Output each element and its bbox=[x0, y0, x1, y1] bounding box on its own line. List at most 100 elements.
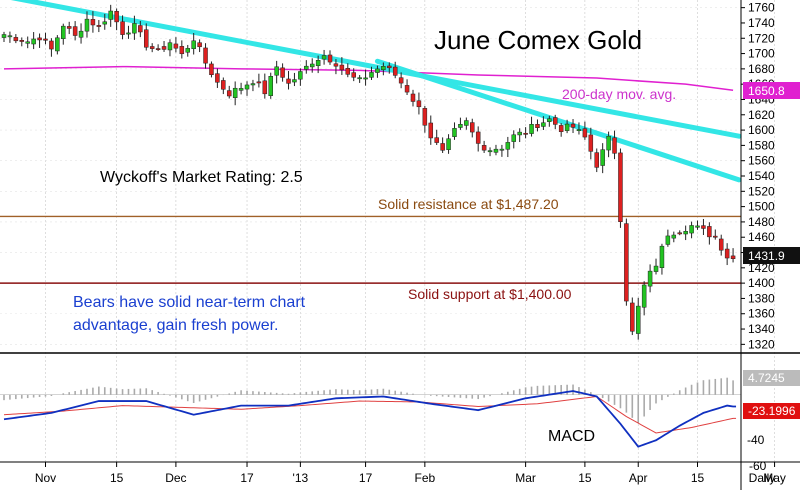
candle bbox=[588, 127, 594, 160]
y-tick-label: 1360 bbox=[748, 307, 775, 321]
macd-tick-minus-60: -60 bbox=[749, 459, 767, 473]
candle bbox=[452, 122, 457, 140]
candle bbox=[612, 130, 617, 160]
candle-body-up bbox=[55, 37, 60, 52]
candle bbox=[535, 119, 540, 132]
candle bbox=[594, 148, 599, 173]
candle-body-up bbox=[647, 270, 653, 287]
candle-body-up bbox=[108, 10, 113, 20]
candle-body-down bbox=[339, 64, 345, 71]
x-tick-label: Daily bbox=[749, 471, 776, 485]
y-tick-label: 1340 bbox=[748, 322, 775, 336]
x-tick-label: '13 bbox=[293, 471, 309, 485]
candle bbox=[238, 82, 244, 95]
candle bbox=[108, 4, 113, 27]
candle-body-down bbox=[90, 19, 96, 26]
candle bbox=[553, 114, 558, 130]
candle bbox=[1, 31, 7, 43]
candle bbox=[351, 68, 356, 82]
candle bbox=[31, 32, 36, 50]
price-panel bbox=[0, 0, 775, 462]
candle-body-down bbox=[197, 42, 202, 48]
candle-body-up bbox=[244, 84, 250, 90]
candle-body-down bbox=[120, 21, 125, 35]
candle bbox=[499, 144, 505, 157]
candle bbox=[493, 144, 499, 156]
candle bbox=[701, 218, 706, 236]
candle-body-up bbox=[191, 40, 196, 49]
candle-body-up bbox=[505, 142, 511, 150]
candle bbox=[209, 61, 214, 78]
candle bbox=[43, 32, 48, 45]
candle-body-down bbox=[49, 40, 54, 50]
candle bbox=[357, 75, 362, 83]
candle bbox=[173, 37, 179, 53]
candle bbox=[481, 140, 487, 153]
candle bbox=[446, 134, 451, 154]
candle bbox=[203, 43, 208, 69]
candle-body-up bbox=[375, 68, 380, 73]
candle bbox=[600, 143, 605, 174]
candle-body-down bbox=[618, 152, 623, 222]
candle-body-down bbox=[624, 223, 629, 302]
candle bbox=[440, 137, 445, 153]
candle bbox=[280, 63, 285, 82]
candle-body-up bbox=[369, 72, 374, 78]
candle-body-down bbox=[612, 137, 617, 154]
candle bbox=[179, 40, 185, 59]
x-tick-label: 15 bbox=[691, 471, 705, 485]
resistance-label: Solid resistance at $1,487.20 bbox=[378, 196, 559, 212]
candle-body-down bbox=[428, 122, 434, 139]
candle-body-up bbox=[547, 118, 552, 122]
x-tick-label: Nov bbox=[35, 471, 56, 485]
candle bbox=[132, 15, 137, 40]
price-value-badge: 1431.9 bbox=[743, 247, 800, 264]
ma-label: 200-day mov. avg. bbox=[562, 86, 676, 102]
candle bbox=[72, 21, 78, 41]
candle bbox=[185, 44, 190, 57]
candle bbox=[523, 127, 528, 139]
candle bbox=[730, 248, 736, 263]
candle bbox=[250, 79, 256, 92]
candle bbox=[404, 79, 410, 96]
y-tick-label: 1500 bbox=[748, 200, 775, 214]
candle bbox=[191, 33, 196, 55]
candle bbox=[25, 36, 30, 49]
y-tick-label: 1560 bbox=[748, 154, 775, 168]
candle-body-down bbox=[327, 54, 333, 63]
candle-body-up bbox=[493, 148, 499, 153]
macd-title: MACD bbox=[548, 428, 595, 445]
candle-body-up bbox=[683, 231, 688, 235]
candle-body-down bbox=[404, 85, 410, 93]
candle bbox=[641, 281, 647, 316]
support-label: Solid support at $1,400.00 bbox=[408, 286, 572, 302]
candles-layer bbox=[1, 4, 736, 340]
candle bbox=[262, 73, 268, 99]
candle bbox=[547, 115, 552, 127]
candle bbox=[304, 60, 309, 74]
candle bbox=[713, 229, 718, 240]
candle-body-up bbox=[541, 122, 546, 127]
macd-panel bbox=[0, 377, 741, 448]
candle bbox=[274, 60, 279, 84]
candle bbox=[333, 59, 339, 75]
candle bbox=[665, 229, 671, 247]
candle bbox=[659, 243, 665, 275]
candle bbox=[718, 234, 724, 256]
candle-body-down bbox=[392, 66, 398, 76]
candle bbox=[428, 115, 434, 145]
candle-body-down bbox=[481, 145, 487, 151]
candle bbox=[707, 222, 712, 245]
candle-body-down bbox=[677, 232, 682, 235]
candle bbox=[268, 72, 273, 99]
candle-body-down bbox=[707, 226, 712, 238]
candle bbox=[315, 55, 321, 74]
candle-body-down bbox=[286, 78, 291, 84]
candle bbox=[387, 62, 392, 74]
candle bbox=[363, 69, 368, 86]
candle-body-up bbox=[641, 284, 647, 308]
candle-body-down bbox=[215, 73, 220, 83]
y-tick-label: 1520 bbox=[748, 184, 775, 198]
